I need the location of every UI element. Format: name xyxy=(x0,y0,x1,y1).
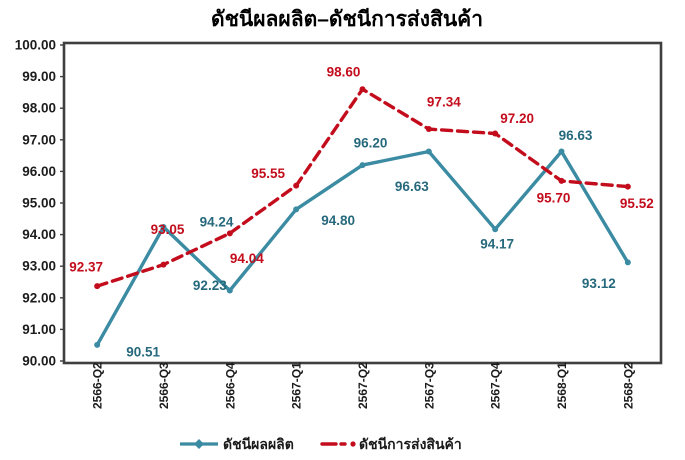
shipment-index-data-label: 92.37 xyxy=(69,260,103,275)
production-index-data-point xyxy=(160,224,167,231)
x-axis-category-label: 2567-Q2 xyxy=(356,362,370,409)
y-axis: 100.00 99.00 98.00 97.00 96.00 95.00 94.00 93.0… xyxy=(15,38,64,369)
shipment-index-data-label: 97.20 xyxy=(500,111,534,126)
x-axis-category-label: 2566-Q2 xyxy=(91,362,105,409)
production-index-data-point xyxy=(226,287,233,294)
shipment-index-data-label: 94.04 xyxy=(230,251,264,266)
shipment-index-legend-dot-icon xyxy=(350,441,356,447)
y-axis-tick-label: 94.00 xyxy=(22,227,56,242)
x-axis-category-label: 2566-Q4 xyxy=(223,362,237,409)
production-index-data-point xyxy=(624,259,631,266)
shipment-index-data-label: 95.52 xyxy=(620,196,654,211)
x-axis: 2566-Q2 2566-Q3 2566-Q4 2567-Q1 2567-Q2 2567-… xyxy=(91,362,636,409)
production-index-data-point xyxy=(293,206,300,213)
production-index-data-label: 96.63 xyxy=(559,128,593,143)
production-index-data-label: 96.63 xyxy=(395,179,429,194)
shipment-index-data-point xyxy=(94,283,101,290)
production-index-data-label: 94.17 xyxy=(480,237,514,252)
y-axis-tick-label: 96.00 xyxy=(22,164,56,179)
shipment-index-data-point xyxy=(492,130,499,137)
production-index-data-label: 94.80 xyxy=(321,213,355,228)
shipment-index-data-point xyxy=(425,126,432,133)
legend-item-shipment-index: ดัชนีการส่งสินค้า xyxy=(320,436,462,452)
shipment-index-data-point xyxy=(226,230,233,237)
production-index-legend-label: ดัชนีผลผลิต xyxy=(223,436,294,452)
shipment-index-data-point xyxy=(558,177,565,184)
production-index-data-label: 96.20 xyxy=(354,136,388,151)
series-lines xyxy=(94,86,631,348)
production-index-data-point xyxy=(94,341,101,348)
production-index-data-label: 90.51 xyxy=(126,344,160,359)
y-axis-tick-label: 99.00 xyxy=(22,69,56,84)
shipment-index-data-point xyxy=(359,86,366,93)
x-axis-category-label: 2567-Q4 xyxy=(489,362,503,409)
production-index-legend-marker-icon xyxy=(194,439,204,449)
shipment-index-legend-label: ดัชนีการส่งสินค้า xyxy=(359,436,462,452)
shipment-index-line xyxy=(95,87,630,288)
shipment-index-data-point xyxy=(160,261,167,268)
y-axis-tick-label: 92.00 xyxy=(22,290,56,305)
production-index-data-point xyxy=(492,226,499,233)
data-labels: 90.51 94.24 92.23 94.80 96.20 96.63 94.17 96.63… xyxy=(69,65,653,360)
x-axis-category-label: 2568-Q2 xyxy=(621,362,635,409)
production-index-data-label: 92.23 xyxy=(193,278,227,293)
shipment-index-data-label: 95.70 xyxy=(537,190,571,205)
y-axis-tick-label: 97.00 xyxy=(22,132,56,147)
shipment-index-data-point xyxy=(293,182,300,189)
y-axis-tick-label: 90.00 xyxy=(22,354,56,369)
y-axis-tick-label: 100.00 xyxy=(15,38,56,53)
shipment-index-data-label: 98.60 xyxy=(327,65,361,80)
legend-item-production-index: ดัชนีผลผลิต xyxy=(180,436,294,452)
chart-title: ดัชนีผลผลิต–ดัชนีการส่งสินค้า xyxy=(211,7,483,31)
x-axis-category-label: 2567-Q1 xyxy=(290,362,304,409)
y-axis-tick-label: 91.00 xyxy=(22,322,56,337)
production-index-data-label: 94.24 xyxy=(200,215,234,230)
shipment-index-data-label: 93.05 xyxy=(151,222,185,237)
shipment-index-data-label: 97.34 xyxy=(427,95,461,110)
y-axis-tick-label: 93.00 xyxy=(22,259,56,274)
y-axis-tick-label: 98.00 xyxy=(22,101,56,116)
production-index-line xyxy=(95,149,630,347)
production-index-data-point xyxy=(558,148,565,155)
production-index-data-point xyxy=(359,162,366,169)
shipment-index-data-point xyxy=(624,183,631,190)
x-axis-category-label: 2566-Q3 xyxy=(157,362,171,409)
legend: ดัชนีผลผลิต ดัชนีการส่งสินค้า xyxy=(180,436,462,452)
production-index-data-point xyxy=(425,148,432,155)
x-axis-category-label: 2567-Q3 xyxy=(422,362,436,409)
x-axis-category-label: 2568-Q1 xyxy=(555,362,569,409)
y-axis-tick-label: 95.00 xyxy=(22,196,56,211)
shipment-index-data-label: 95.55 xyxy=(251,166,285,181)
production-index-data-label: 93.12 xyxy=(582,276,616,291)
